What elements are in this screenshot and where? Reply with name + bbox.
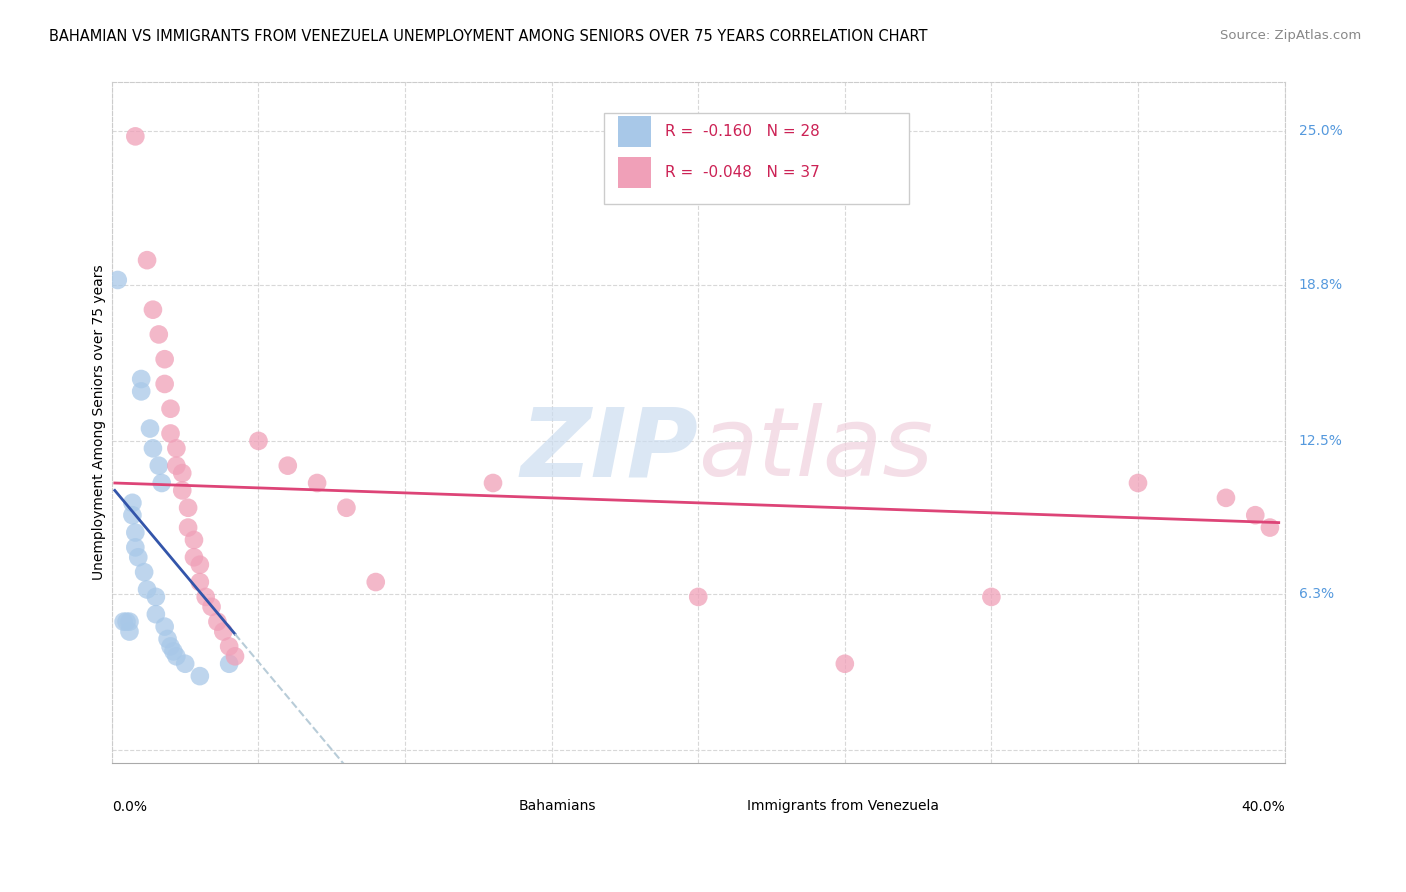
Point (129, 372, 152, 386)
Point (121, 508, 143, 523)
Point (129, 384, 152, 399)
Point (134, 565, 156, 579)
Text: Immigrants from Venezuela: Immigrants from Venezuela (748, 799, 939, 814)
Point (115, 615, 138, 629)
Text: R =  -0.048   N = 37: R = -0.048 N = 37 (665, 165, 820, 180)
Point (156, 632, 179, 646)
Point (124, 129, 146, 144)
Point (834, 657, 856, 671)
Point (165, 649, 187, 664)
Point (145, 607, 167, 622)
Point (1258, 520, 1281, 534)
Point (224, 649, 246, 664)
Point (145, 590, 167, 604)
Point (127, 550, 149, 565)
Point (482, 475, 505, 490)
Point (159, 401, 181, 416)
Point (188, 575, 211, 590)
Point (165, 442, 187, 456)
Point (148, 327, 170, 342)
Point (277, 458, 299, 473)
Text: 25.0%: 25.0% (1299, 124, 1343, 138)
Point (153, 619, 176, 633)
Bar (619, 116, 651, 146)
Text: 0.0%: 0.0% (112, 800, 146, 814)
Point (174, 657, 197, 671)
Point (142, 302, 165, 317)
Point (1244, 508, 1267, 523)
Point (172, 483, 194, 498)
Text: Bahamians: Bahamians (519, 799, 596, 814)
Bar (710, 793, 735, 819)
Point (159, 640, 181, 654)
Point (121, 496, 143, 510)
Point (118, 615, 141, 629)
Text: 18.8%: 18.8% (1299, 278, 1343, 292)
Point (307, 475, 329, 490)
Point (142, 442, 165, 456)
Text: 12.5%: 12.5% (1299, 434, 1343, 448)
Point (194, 590, 217, 604)
Point (107, 273, 129, 287)
Point (1126, 475, 1149, 490)
Bar (481, 793, 508, 819)
Point (118, 624, 141, 639)
Point (159, 426, 181, 441)
Text: 6.3%: 6.3% (1299, 588, 1334, 601)
Point (212, 624, 235, 639)
Text: ZIP: ZIP (520, 403, 699, 496)
Text: R =  -0.160   N = 28: R = -0.160 N = 28 (665, 124, 820, 139)
Point (218, 657, 240, 671)
Point (150, 475, 173, 490)
Point (183, 550, 205, 565)
Point (139, 421, 162, 435)
Point (153, 376, 176, 391)
Point (112, 615, 135, 629)
Point (247, 434, 270, 448)
Point (124, 541, 146, 555)
Point (218, 640, 240, 654)
Point (172, 466, 194, 480)
Point (188, 669, 211, 683)
FancyBboxPatch shape (605, 112, 910, 204)
Point (1215, 491, 1237, 505)
Y-axis label: Unemployment Among Seniors over 75 years: Unemployment Among Seniors over 75 years (93, 265, 107, 580)
Point (153, 352, 176, 367)
Point (980, 590, 1002, 604)
Point (177, 500, 200, 515)
Text: atlas: atlas (699, 403, 934, 496)
Point (207, 615, 229, 629)
Point (188, 558, 211, 572)
Point (124, 525, 146, 540)
Point (148, 458, 170, 473)
Bar (619, 157, 651, 188)
Point (183, 533, 205, 547)
Point (136, 253, 159, 268)
Point (364, 575, 387, 590)
Point (136, 582, 159, 597)
Text: BAHAMIAN VS IMMIGRANTS FROM VENEZUELA UNEMPLOYMENT AMONG SENIORS OVER 75 YEARS C: BAHAMIAN VS IMMIGRANTS FROM VENEZUELA UN… (49, 29, 928, 44)
Point (688, 590, 710, 604)
Point (165, 458, 187, 473)
Point (200, 599, 222, 614)
Text: Source: ZipAtlas.com: Source: ZipAtlas.com (1220, 29, 1361, 42)
Point (162, 644, 184, 658)
Point (335, 500, 357, 515)
Text: 40.0%: 40.0% (1241, 800, 1285, 814)
Point (177, 520, 200, 534)
